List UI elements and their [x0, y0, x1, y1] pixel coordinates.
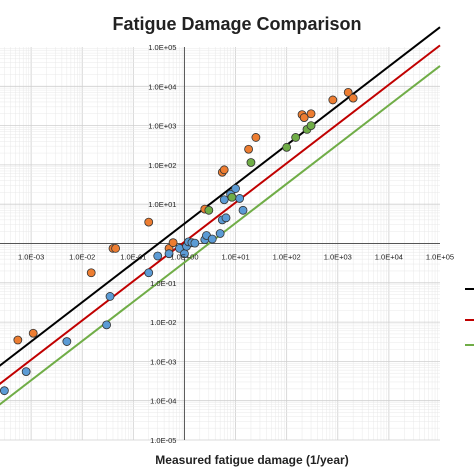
- x-tick-label: 1.0E+05: [426, 253, 454, 262]
- x-tick-label: 1.0E-02: [69, 253, 95, 262]
- x-tick-label: 1.0E+02: [273, 253, 301, 262]
- y-tick-label: 1.0E-02: [150, 318, 176, 327]
- data-point-series-3: [204, 205, 214, 215]
- data-point-series-2: [238, 205, 248, 215]
- data-point-series-2: [190, 238, 200, 248]
- data-point-series-1: [168, 238, 178, 248]
- data-point-series-3: [306, 121, 316, 130]
- data-point-series-3: [227, 192, 237, 202]
- data-point-series-1: [343, 87, 353, 97]
- y-tick-label: 1.0E+02: [148, 161, 176, 170]
- chart-title: Fatigue Damage Comparison: [112, 14, 361, 34]
- data-point-series-2: [105, 292, 115, 301]
- data-points: [0, 87, 358, 396]
- data-point-series-1: [28, 328, 38, 338]
- y-tick-label: 1.0E-01: [150, 279, 176, 288]
- data-point-series-1: [13, 335, 23, 345]
- data-point-series-2: [164, 249, 174, 259]
- x-axis-label: Measured fatigue damage (1/year): [155, 453, 348, 467]
- x-tick-label: 1.0E-03: [18, 253, 44, 262]
- data-point-series-2: [153, 251, 163, 261]
- data-point-series-1: [244, 144, 254, 154]
- data-point-series-2: [235, 194, 245, 203]
- data-point-series-2: [207, 234, 217, 244]
- data-point-series-1: [348, 93, 358, 103]
- data-point-series-1: [111, 244, 121, 253]
- data-point-series-1: [328, 95, 338, 105]
- data-point-series-1: [299, 113, 309, 122]
- data-point-series-3: [246, 158, 256, 167]
- trend-line-2: [0, 44, 441, 385]
- x-tick-label: 1.0E+04: [375, 253, 403, 262]
- y-tick-label: 1.0E-04: [150, 397, 176, 406]
- y-tick-label: 1.0E+01: [148, 200, 176, 209]
- x-tick-label: 1.0E+00: [170, 253, 198, 262]
- legend: [465, 288, 474, 346]
- x-tick-labels: 1.0E-041.0E-031.0E-021.0E-011.0E+001.0E+…: [18, 253, 454, 262]
- y-tick-labels: 1.0E-05 1.0E-04 1.0E-03 1.0E-02 1.0E-01 1.0E+…: [148, 43, 176, 445]
- y-tick-label: 1.0E-05: [150, 436, 176, 445]
- data-point-series-2: [21, 367, 31, 377]
- data-point-series-2: [221, 213, 231, 223]
- data-point-series-1: [86, 268, 96, 278]
- data-point-series-1: [219, 165, 229, 175]
- data-point-series-3: [282, 142, 292, 152]
- data-point-series-3: [291, 133, 301, 142]
- data-point-series-2: [215, 229, 225, 238]
- data-point-series-1: [251, 133, 261, 142]
- data-point-series-2: [144, 268, 154, 278]
- x-tick-label: 1.0E+03: [324, 253, 352, 262]
- data-point-series-2: [62, 337, 72, 346]
- data-point-series-2: [219, 195, 229, 205]
- data-point-series-2: [0, 386, 9, 396]
- data-point-series-1: [306, 109, 316, 119]
- y-tick-label: 1.0E+05: [148, 43, 176, 52]
- x-tick-label: 1.0E-01: [120, 253, 146, 262]
- data-point-series-2: [231, 184, 240, 193]
- x-tick-label: 1.0E+01: [221, 253, 249, 262]
- trend-line-1: [0, 26, 441, 367]
- data-point-series-1: [144, 217, 154, 227]
- y-tick-label: 1.0E+03: [148, 122, 176, 131]
- data-point-series-2: [102, 320, 112, 330]
- y-tick-label: 1.0E+04: [148, 82, 176, 91]
- y-tick-label: 1.0E-03: [150, 357, 176, 366]
